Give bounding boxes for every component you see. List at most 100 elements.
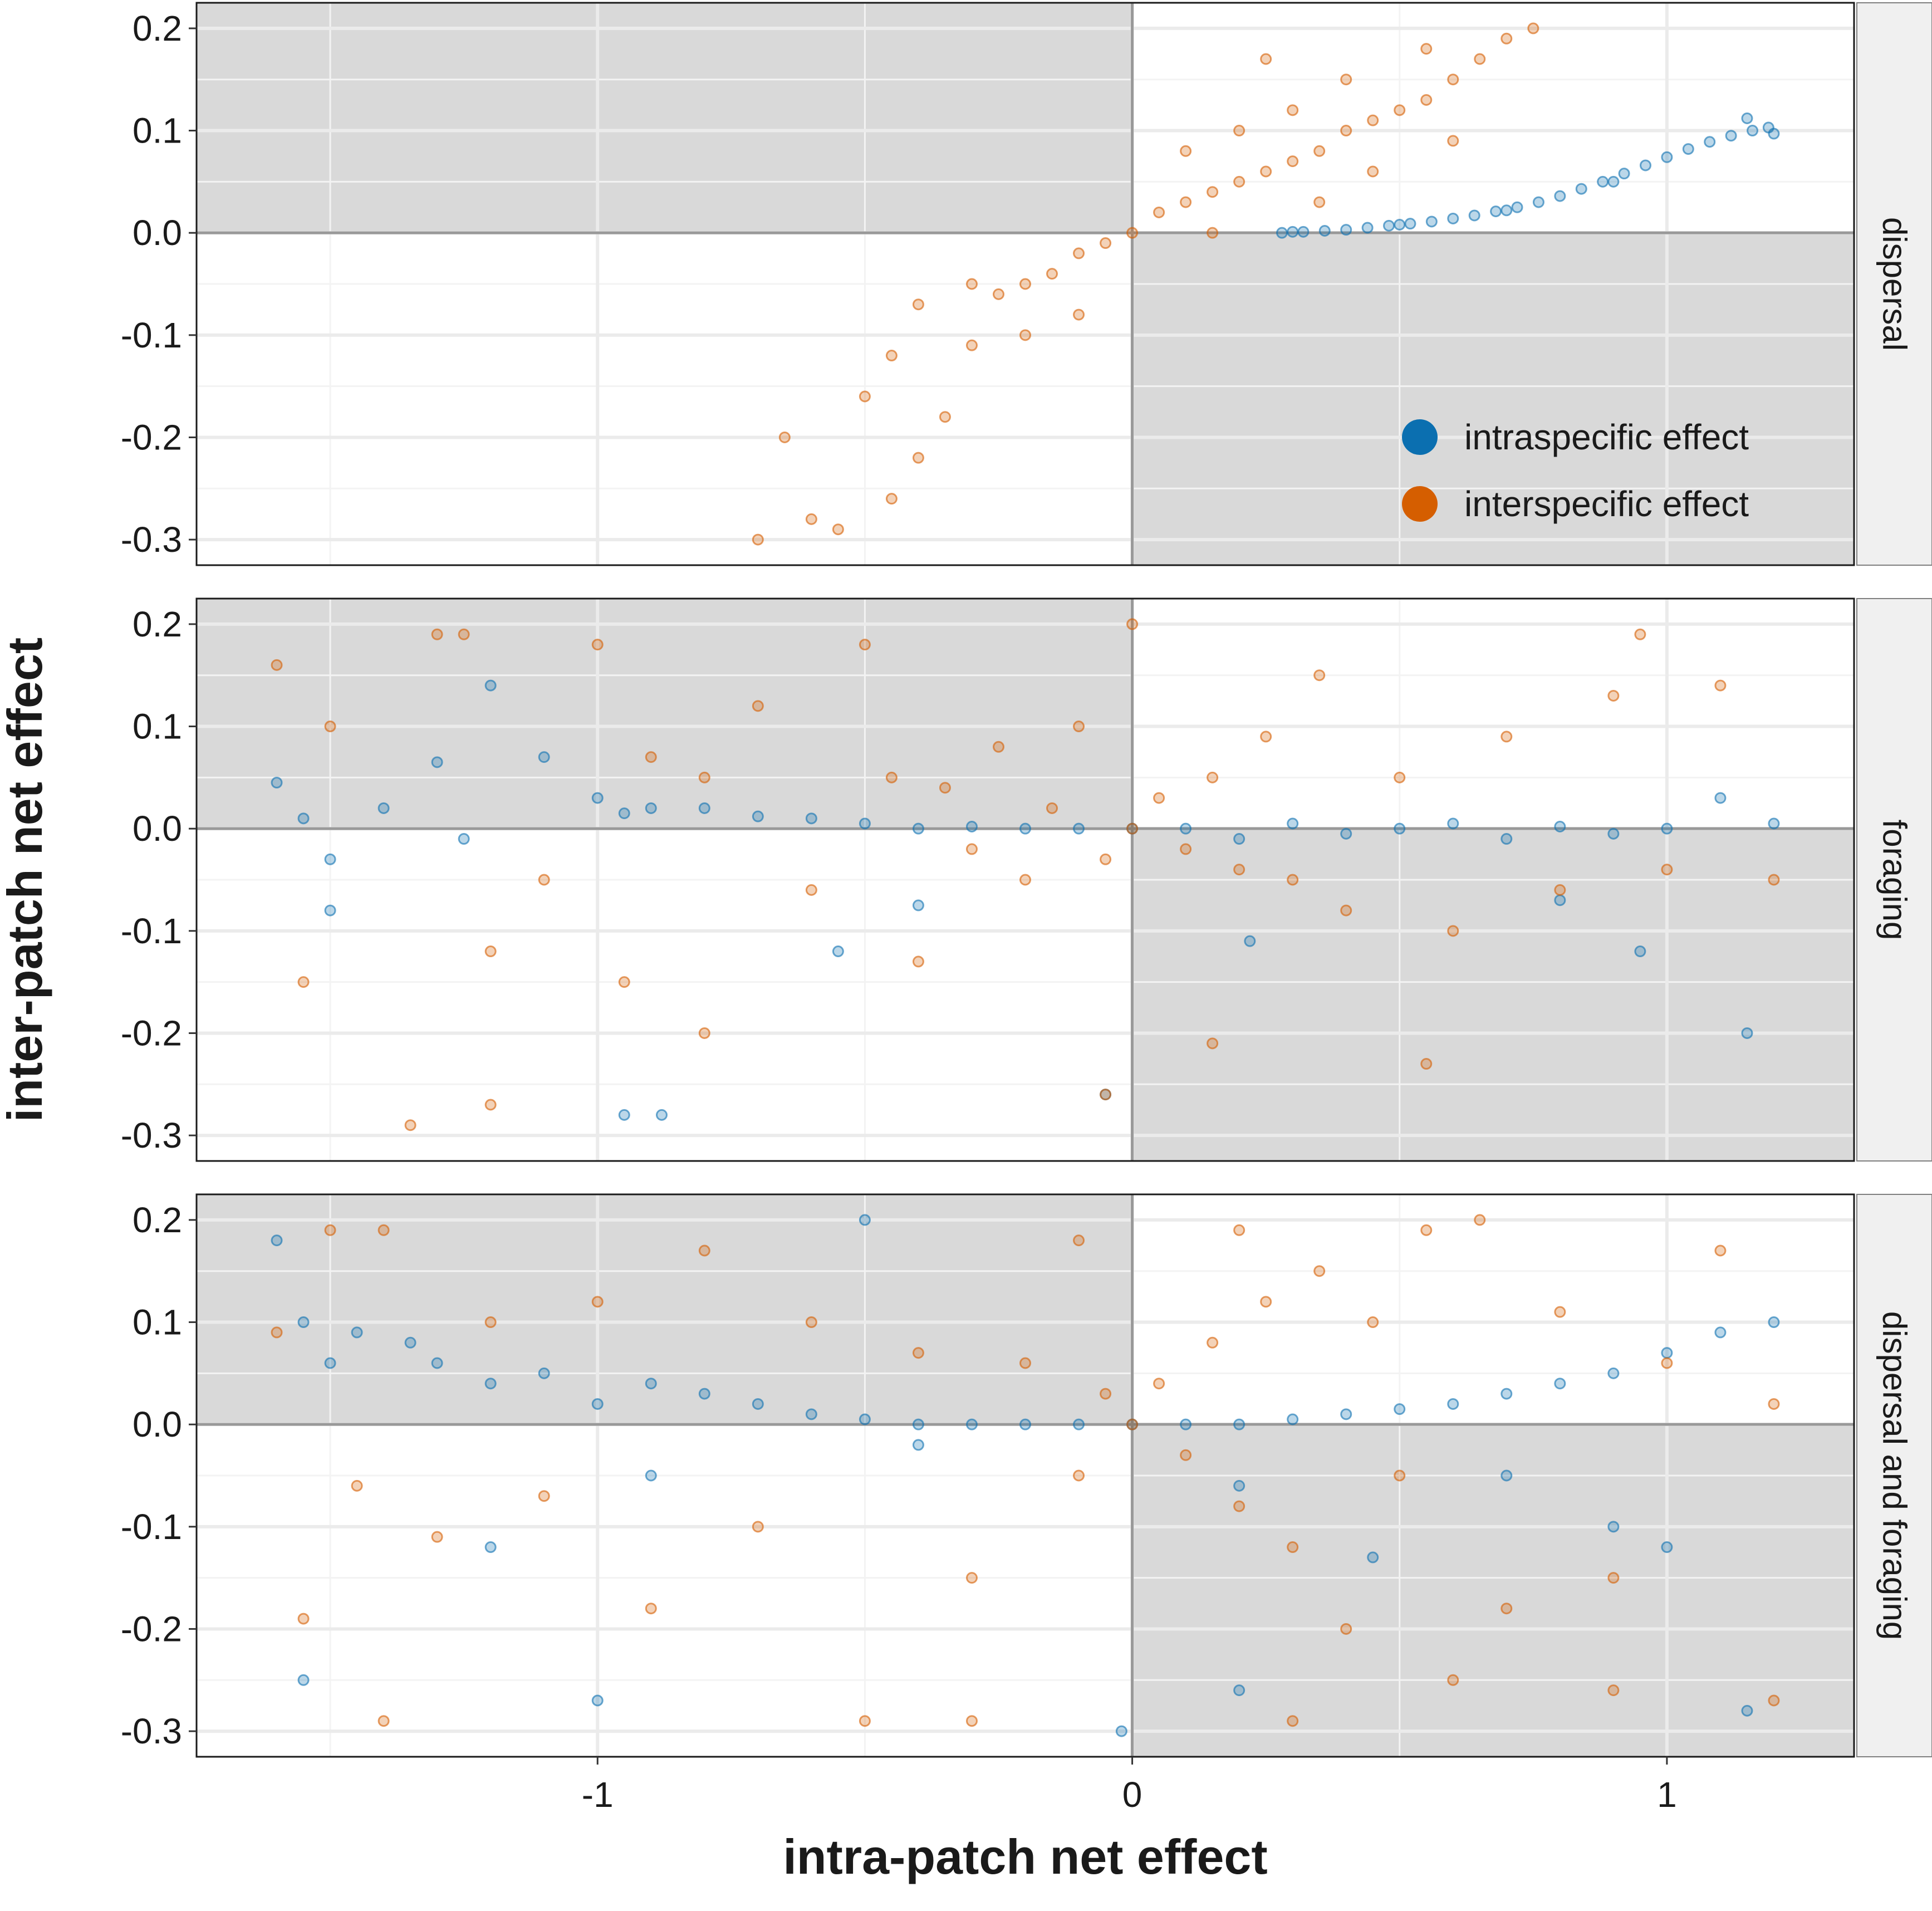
facet-strip <box>1856 2 1932 566</box>
data-point <box>1404 218 1416 230</box>
y-tick-label: -0.2 <box>121 417 182 457</box>
legend-item-0: intraspecific effect <box>1402 417 1749 457</box>
data-point <box>1575 183 1587 195</box>
data-point <box>1501 32 1513 45</box>
data-point <box>1367 1316 1379 1329</box>
data-point <box>297 976 310 988</box>
data-point <box>859 1413 871 1425</box>
data-point <box>859 1715 871 1727</box>
data-point <box>645 1603 657 1615</box>
data-point <box>297 1613 310 1625</box>
y-tick-label: 0.1 <box>133 1302 182 1342</box>
data-point <box>404 1119 416 1131</box>
data-point <box>1126 822 1139 835</box>
y-tick-label: -0.1 <box>121 1507 182 1547</box>
data-point <box>645 1469 657 1482</box>
panel-2: 0.2 0.1 0.0 -0.1 -0.2 -0.3 dispersal and forag… <box>121 1193 1932 1758</box>
data-point <box>271 1234 283 1247</box>
data-point <box>965 339 978 351</box>
data-point <box>1447 925 1459 937</box>
data-point <box>1447 1674 1459 1686</box>
data-point <box>1340 1623 1352 1635</box>
data-point <box>1394 218 1406 231</box>
data-point <box>1661 822 1673 835</box>
panel-border <box>195 597 1855 1162</box>
data-point <box>1019 329 1031 341</box>
data-point <box>1340 125 1352 137</box>
y-tick-label: -0.3 <box>121 520 182 560</box>
data-point <box>859 390 871 403</box>
legend-label: interspecific effect <box>1464 484 1749 524</box>
data-point <box>1318 225 1331 237</box>
data-point <box>1420 1058 1433 1070</box>
panel-1: 0.2 0.1 0.0 -0.1 -0.2 -0.3 foraging <box>121 597 1932 1162</box>
data-point <box>1661 1357 1673 1369</box>
data-point <box>1554 1378 1566 1390</box>
data-point <box>1361 222 1374 234</box>
series-0 <box>271 679 1780 1121</box>
x-tick-label: 0 <box>1122 1775 1142 1815</box>
data-point <box>698 1027 710 1039</box>
data-point <box>618 807 630 820</box>
data-point <box>1394 822 1406 835</box>
data-point <box>965 843 978 855</box>
data-point <box>1180 196 1192 208</box>
data-point <box>1501 1469 1513 1482</box>
data-point <box>484 1378 497 1390</box>
data-point <box>271 1326 283 1339</box>
data-point <box>1607 1521 1620 1533</box>
data-point <box>1527 22 1539 35</box>
data-point <box>1073 721 1085 733</box>
data-point <box>377 1224 390 1236</box>
data-point <box>912 1347 924 1359</box>
data-point <box>1100 853 1112 865</box>
data-point <box>1180 843 1192 855</box>
data-point <box>1180 145 1192 157</box>
data-point <box>1340 827 1352 840</box>
data-point <box>1313 1265 1326 1277</box>
data-point <box>1447 135 1459 147</box>
data-point <box>1244 935 1256 947</box>
shaded-quadrant-top-left <box>197 1194 1132 1425</box>
legend: intraspecific effect interspecific effect <box>1402 417 1749 524</box>
data-point <box>1340 1408 1352 1420</box>
data-point <box>1367 114 1379 126</box>
data-point <box>1420 43 1433 55</box>
data-point <box>912 955 924 968</box>
data-point <box>1768 128 1780 140</box>
data-point <box>1180 1418 1192 1430</box>
data-point <box>1073 308 1085 321</box>
data-point <box>1768 817 1780 830</box>
data-point <box>431 1531 443 1543</box>
facet-strip <box>1856 1194 1932 1757</box>
y-tick-label: -0.2 <box>121 1609 182 1649</box>
legend-swatch <box>1402 486 1438 522</box>
data-point <box>912 298 924 311</box>
data-point <box>1554 1306 1566 1318</box>
data-point <box>698 771 710 783</box>
data-point <box>1607 827 1620 840</box>
points <box>271 1214 1780 1737</box>
data-point <box>645 1378 657 1390</box>
data-point <box>1501 1603 1513 1615</box>
data-point <box>1420 94 1433 106</box>
data-point <box>1447 1398 1459 1410</box>
data-point <box>591 1694 604 1707</box>
data-point <box>1046 268 1058 280</box>
data-point <box>1741 1704 1753 1717</box>
data-point <box>1260 53 1272 65</box>
data-point <box>1019 874 1031 886</box>
data-point <box>1634 945 1646 958</box>
y-axis-title: inter-patch net effect <box>0 638 52 1122</box>
data-point <box>965 1572 978 1584</box>
data-point <box>1420 1224 1433 1236</box>
data-point <box>1704 136 1716 148</box>
data-point <box>538 1490 550 1502</box>
data-point <box>965 821 978 833</box>
legend-label: intraspecific effect <box>1464 417 1749 457</box>
data-point <box>1501 1388 1513 1400</box>
y-tick-label: -0.3 <box>121 1115 182 1155</box>
data-point <box>1287 1541 1299 1554</box>
data-point <box>591 1398 604 1410</box>
data-point <box>965 278 978 290</box>
